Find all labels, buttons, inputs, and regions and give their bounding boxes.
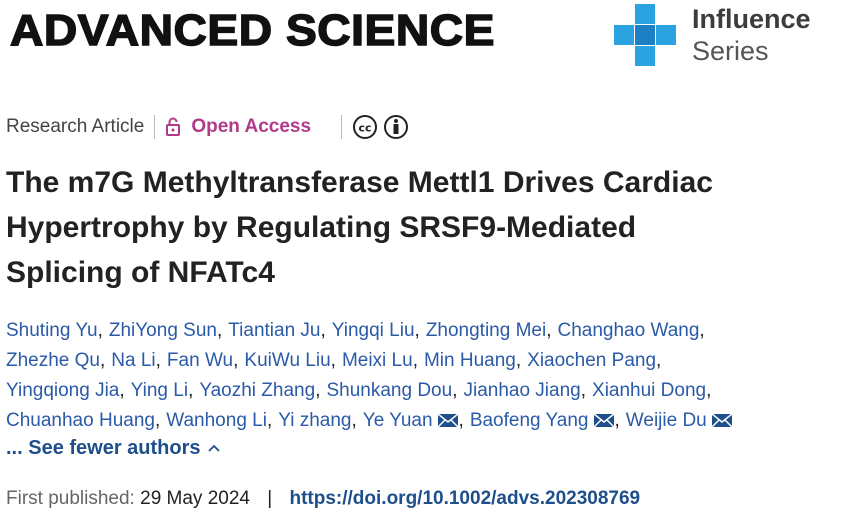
toggle-authors[interactable]: ... See fewer authors xyxy=(6,437,222,460)
author-name[interactable]: Min Huang xyxy=(423,350,516,371)
author-name[interactable]: Wanhong Li xyxy=(166,410,267,431)
separator: , xyxy=(188,380,194,401)
author-name[interactable]: ZhiYong Sun xyxy=(108,320,217,341)
separator: , xyxy=(614,410,620,431)
separator: , xyxy=(515,350,522,371)
separator: , xyxy=(233,350,239,371)
separator: , xyxy=(656,350,662,371)
author-name[interactable]: Xianhui Dong xyxy=(592,380,707,401)
open-access-label[interactable]: Open Access xyxy=(191,116,312,137)
author-name[interactable]: Jianhao Jiang xyxy=(463,380,581,401)
author-name[interactable]: Zhezhe Qu xyxy=(6,350,100,371)
svg-text:cc: cc xyxy=(359,122,372,135)
author-name[interactable]: Changhao Wang xyxy=(557,320,700,341)
author-name[interactable]: Tiantian Ju xyxy=(228,320,321,341)
author-name[interactable]: Chuanhao Huang xyxy=(6,410,155,431)
email-icon[interactable] xyxy=(437,412,459,428)
series-title: Influence xyxy=(692,4,811,34)
chevron-up xyxy=(208,444,220,452)
email-icon[interactable] xyxy=(592,412,615,428)
separator: , xyxy=(97,320,103,341)
separator: , xyxy=(119,380,125,401)
author-name[interactable]: Zhongting Mei xyxy=(425,320,547,341)
author-name[interactable]: Fan Wu xyxy=(166,350,234,371)
doi-link[interactable]: https://doi.org/10.1002/advs.202308769 xyxy=(289,488,641,509)
separator: , xyxy=(154,410,161,431)
author-line: Shuting Yu, ZhiYong Sun, Tiantian Ju, Yingq… xyxy=(6,316,733,346)
separator: , xyxy=(315,380,321,401)
published-label: First published: xyxy=(6,488,135,509)
separator: , xyxy=(330,350,336,371)
separator: , xyxy=(216,320,223,341)
series-logo-icon xyxy=(614,4,676,66)
series-subtitle: Series xyxy=(692,36,769,66)
separator: , xyxy=(546,320,552,341)
author-line: Zhezhe Qu, Na Li, Fan Wu, KuiWu Liu, Meixi L… xyxy=(6,346,733,376)
author-name[interactable]: Shuting Yu xyxy=(6,320,98,341)
author-line: Yingqiong Jia, Ying Li, Yaozhi Zhang, Shunk… xyxy=(6,376,733,406)
separator: , xyxy=(412,350,418,371)
title-line: Splicing of NFATc4 xyxy=(6,256,275,289)
publication-info: First published: 29 May 2024 | https://d… xyxy=(6,488,640,510)
title-line: Hypertrophy by Regulating SRSF9-Mediated xyxy=(6,211,637,244)
author-name[interactable]: Yingqi Liu xyxy=(331,320,415,341)
article-type: Research Article xyxy=(6,116,145,137)
journal-logo[interactable]: ADVANCED SCIENCE xyxy=(9,5,496,56)
author-list: Shuting Yu, ZhiYong Sun, Tiantian Ju, Yingq… xyxy=(6,316,733,436)
divider xyxy=(341,115,343,139)
author-name[interactable]: Baofeng Yang xyxy=(469,410,589,431)
separator: , xyxy=(414,320,420,341)
author-name[interactable]: Na Li xyxy=(111,350,156,371)
email-icon[interactable] xyxy=(711,412,733,428)
author-name[interactable]: Yaozhi Zhang xyxy=(199,380,316,401)
separator: , xyxy=(351,410,357,431)
license-icons[interactable]: cc xyxy=(352,114,410,140)
author-name[interactable]: Ye Yuan xyxy=(362,410,433,431)
author-name[interactable]: Ying Li xyxy=(130,380,189,401)
separator: , xyxy=(452,380,458,401)
separator: , xyxy=(706,380,712,401)
separator: , xyxy=(155,350,161,371)
article-title: The m7G Methyltransferase Mettl1 Drives … xyxy=(6,160,713,295)
separator: , xyxy=(580,380,587,401)
separator: , xyxy=(320,320,326,341)
author-name[interactable]: KuiWu Liu xyxy=(244,350,331,371)
toggle-label[interactable]: ... See fewer authors xyxy=(6,437,201,459)
title-line: The m7G Methyltransferase Mettl1 Drives … xyxy=(6,166,713,199)
separator: , xyxy=(266,410,273,431)
author-name[interactable]: Meixi Lu xyxy=(341,350,413,371)
separator: | xyxy=(267,488,273,509)
separator: , xyxy=(458,410,464,431)
lock-icon xyxy=(166,117,181,136)
author-line: Chuanhao Huang, Wanhong Li, Yi zhang, Ye Yu… xyxy=(6,406,733,436)
separator: , xyxy=(699,320,705,341)
author-name[interactable]: Xiaochen Pang xyxy=(527,350,657,371)
article-meta: Research Article Open Access cc xyxy=(6,114,410,140)
author-name[interactable]: Shunkang Dou xyxy=(326,380,453,401)
published-date: 29 May 2024 xyxy=(140,488,250,509)
author-name[interactable]: Yingqiong Jia xyxy=(6,380,120,401)
divider xyxy=(154,115,156,139)
author-name[interactable]: Yi zhang xyxy=(278,410,352,431)
author-name[interactable]: Weijie Du xyxy=(625,410,707,431)
separator: , xyxy=(100,350,106,371)
